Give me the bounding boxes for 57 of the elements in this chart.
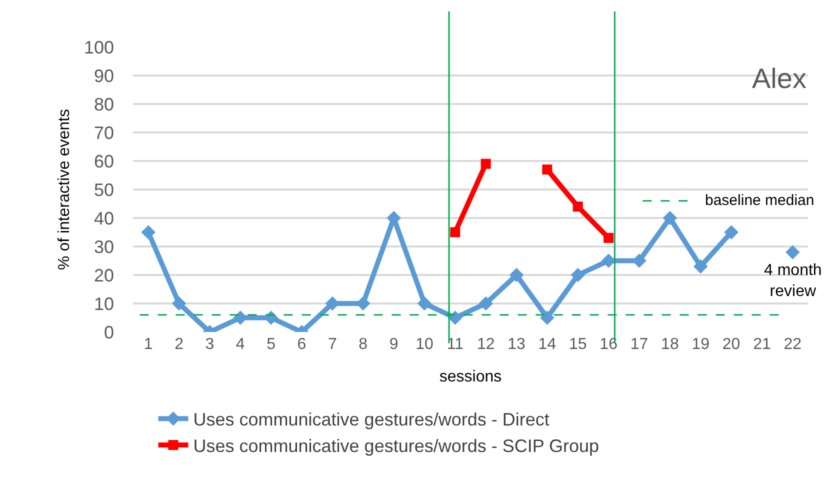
x-tick-label: 5: [266, 336, 276, 353]
x-tick-label: 19: [692, 336, 710, 353]
annotation: 4 month review: [764, 262, 822, 300]
point: [141, 225, 156, 240]
x-tick-label: 13: [508, 336, 526, 353]
y-tick-label: 90: [94, 66, 114, 86]
point: [570, 268, 586, 282]
point: [542, 164, 552, 175]
x-tick-label: 12: [476, 336, 495, 353]
x-tick-label: 14: [538, 336, 556, 353]
y-tick-label: 10: [94, 294, 114, 314]
point: [662, 210, 678, 226]
x-tick-label: 22: [784, 336, 802, 353]
point: [604, 232, 614, 243]
point: [540, 310, 554, 325]
point: [478, 296, 493, 311]
x-tick-label: 10: [416, 336, 434, 353]
point: [450, 227, 460, 238]
x-tick-label: 8: [358, 336, 368, 353]
point: [480, 158, 491, 169]
legend-label: baseline median: [705, 192, 814, 209]
y-axis-title: % of interactive events: [56, 109, 73, 270]
legend-label: Uses communicative gestures/words - SCIP Group: [193, 436, 600, 456]
point: [786, 245, 800, 260]
x-tick-label: 4: [236, 336, 245, 353]
y-tick-label: 60: [94, 151, 114, 172]
x-tick-label: 6: [297, 336, 306, 353]
x-tick-label: 7: [328, 336, 337, 353]
y-tick-label: 80: [94, 94, 114, 114]
annotation: Alex: [752, 63, 806, 94]
x-tick-label: 17: [630, 336, 648, 353]
x-tick-label: 1: [144, 336, 153, 353]
x-tick-label: 20: [722, 336, 740, 353]
y-tick-label: 20: [94, 265, 114, 286]
x-tick-label: 16: [600, 336, 618, 353]
y-tick-label: 40: [94, 208, 114, 228]
point: [509, 268, 524, 282]
point: [724, 225, 738, 240]
x-tick-label: 15: [568, 336, 587, 353]
y-tick-label: 30: [94, 236, 114, 257]
y-tick-label: 100: [84, 37, 114, 58]
x-tick-label: 21: [753, 336, 771, 353]
y-tick-label: 70: [94, 122, 114, 143]
x-axis-title: sessions: [439, 368, 502, 386]
x-tick-label: 11: [446, 336, 464, 353]
point: [172, 296, 186, 311]
point: [572, 202, 583, 212]
point: [693, 259, 708, 274]
x-tick-label: 18: [661, 336, 679, 353]
x-tick-label: 3: [205, 336, 214, 353]
y-tick-label: 0: [104, 322, 114, 342]
y-tick-label: 50: [94, 180, 114, 200]
x-tick-label: 2: [174, 336, 184, 353]
point: [448, 310, 462, 325]
x-tick-label: 9: [389, 336, 398, 353]
legend-label: Uses communicative gestures/words - Direct: [193, 410, 550, 430]
point: [417, 296, 432, 311]
